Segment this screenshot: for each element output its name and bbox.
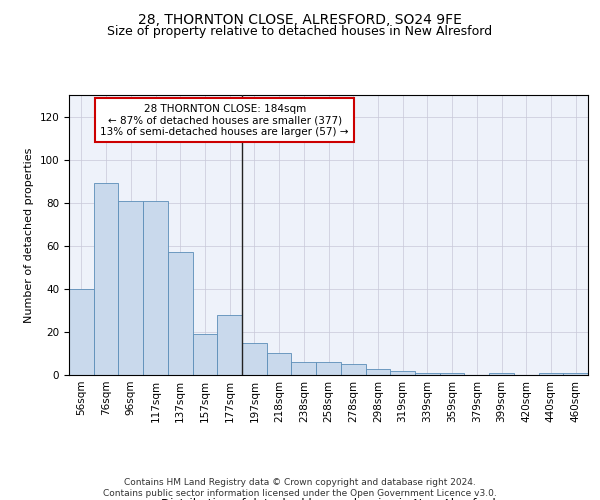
Bar bbox=[193, 334, 217, 375]
Bar bbox=[563, 373, 588, 375]
Bar bbox=[539, 373, 563, 375]
Text: Size of property relative to detached houses in New Alresford: Size of property relative to detached ho… bbox=[107, 25, 493, 38]
Bar bbox=[267, 354, 292, 375]
Bar bbox=[341, 364, 365, 375]
Bar bbox=[365, 368, 390, 375]
Bar bbox=[390, 370, 415, 375]
Bar bbox=[292, 362, 316, 375]
Text: Contains HM Land Registry data © Crown copyright and database right 2024.
Contai: Contains HM Land Registry data © Crown c… bbox=[103, 478, 497, 498]
Y-axis label: Number of detached properties: Number of detached properties bbox=[24, 148, 34, 322]
Text: 28, THORNTON CLOSE, ALRESFORD, SO24 9FE: 28, THORNTON CLOSE, ALRESFORD, SO24 9FE bbox=[138, 12, 462, 26]
Bar bbox=[242, 342, 267, 375]
Bar bbox=[69, 289, 94, 375]
Bar bbox=[316, 362, 341, 375]
Bar bbox=[415, 373, 440, 375]
Bar bbox=[168, 252, 193, 375]
Bar bbox=[440, 373, 464, 375]
Bar bbox=[143, 200, 168, 375]
X-axis label: Distribution of detached houses by size in New Alresford: Distribution of detached houses by size … bbox=[161, 498, 496, 500]
Bar bbox=[489, 373, 514, 375]
Bar bbox=[118, 200, 143, 375]
Text: 28 THORNTON CLOSE: 184sqm
← 87% of detached houses are smaller (377)
13% of semi: 28 THORNTON CLOSE: 184sqm ← 87% of detac… bbox=[100, 104, 349, 137]
Bar bbox=[94, 184, 118, 375]
Bar bbox=[217, 314, 242, 375]
